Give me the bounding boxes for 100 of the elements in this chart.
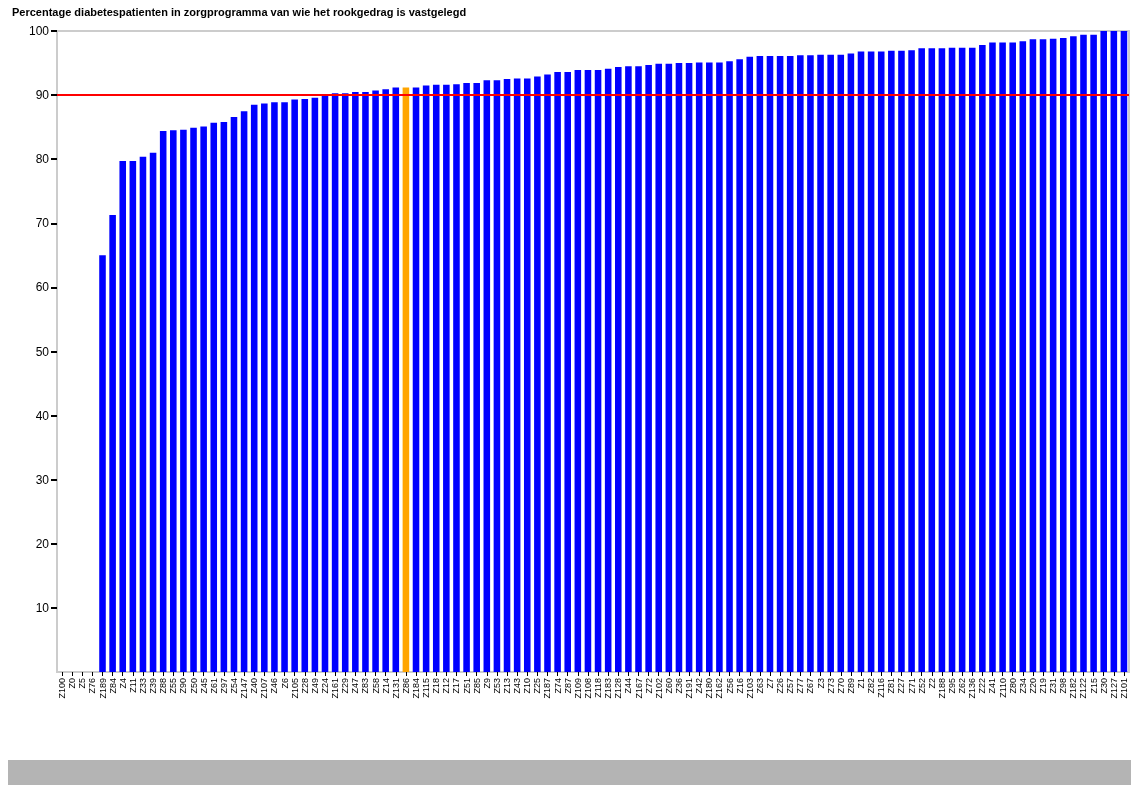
bar [544, 74, 551, 672]
bar [604, 68, 612, 672]
bar [928, 48, 936, 672]
bar [392, 87, 400, 672]
x-tick-label: Z62 [957, 678, 968, 694]
bar [362, 91, 369, 672]
x-tick-label: Z30 [1098, 678, 1109, 694]
x-tick-label: Z131 [390, 678, 401, 699]
bar [776, 56, 784, 672]
bar [341, 93, 349, 672]
bar [645, 64, 652, 672]
bar [210, 122, 218, 672]
x-tick-label: Z36 [673, 678, 684, 694]
x-tick-label: Z109 [572, 678, 583, 699]
x-tick-label: Z67 [805, 678, 816, 694]
bar [99, 255, 106, 672]
x-tick-label: Z81 [886, 678, 897, 694]
bar [119, 161, 127, 672]
bar [1029, 39, 1037, 672]
x-tick-label: Z105 [289, 678, 300, 699]
x-tick-label: Z6 [279, 678, 290, 689]
x-tick-label: Z4 [117, 678, 128, 689]
x-tick-label: Z188 [936, 678, 947, 699]
bar [503, 79, 511, 672]
x-tick-label: Z107 [259, 678, 270, 699]
bar [625, 66, 632, 672]
x-tick-label: Z60 [663, 678, 674, 694]
y-tick-label: 40 [35, 408, 50, 423]
bar [261, 103, 268, 672]
x-tick-label: Z87 [562, 678, 573, 694]
x-tick-label: Z58 [370, 678, 381, 694]
bar [706, 62, 713, 672]
x-tick-label: Z77 [795, 678, 806, 694]
bar [534, 76, 541, 672]
bar [908, 50, 915, 672]
bar [685, 63, 693, 672]
bar [827, 54, 834, 672]
bar [200, 126, 207, 672]
bar [271, 102, 278, 672]
bar [463, 82, 470, 672]
bar [807, 55, 814, 672]
x-tick-label: Z70 [835, 678, 846, 694]
bar [736, 59, 743, 672]
bar [109, 214, 116, 672]
x-tick-label: Z97 [218, 678, 229, 694]
bar [159, 131, 167, 672]
bar [797, 55, 804, 672]
x-tick-label: Z98 [1058, 678, 1069, 694]
x-tick-label: Z100 [57, 678, 68, 699]
bar [564, 72, 571, 672]
bar [665, 63, 673, 672]
x-tick-label: Z103 [744, 678, 755, 699]
bar [1019, 41, 1027, 672]
bar [301, 98, 309, 672]
bar [695, 62, 703, 672]
x-tick-label: Z26 [775, 678, 786, 694]
x-tick-label: Z74 [552, 678, 563, 694]
bar [786, 56, 794, 672]
x-tick-label: Z182 [1068, 678, 1079, 699]
x-tick-label: Z88 [158, 678, 169, 694]
y-tick-label: 100 [28, 24, 50, 38]
y-tick-label: 60 [35, 280, 50, 295]
x-tick-label: Z12 [441, 678, 452, 694]
bar [281, 102, 288, 672]
bar [766, 56, 774, 672]
bar [402, 87, 410, 672]
bar [523, 78, 531, 672]
bar [1090, 34, 1097, 672]
bar [655, 63, 663, 672]
bar [321, 95, 329, 672]
x-tick-label: Z22 [977, 678, 988, 694]
chart-title: Percentage diabetespatienten in zorgprogramma van wie het rookgedrag is vastgelegd [12, 6, 467, 18]
bar [716, 62, 723, 672]
bar [230, 116, 238, 672]
x-tick-label: Z82 [866, 678, 877, 694]
x-tick-label: Z41 [987, 678, 998, 694]
bar [948, 47, 956, 672]
x-tick-label: Z20 [1027, 678, 1038, 694]
bar [170, 130, 177, 672]
x-tick-label: Z42 [694, 678, 705, 694]
x-tick-label: Z183 [603, 678, 614, 699]
x-tick-label: Z61 [208, 678, 219, 694]
bar [331, 93, 339, 672]
bar [291, 99, 298, 672]
x-tick-label: Z16 [734, 678, 745, 694]
x-tick-label: Z89 [845, 678, 856, 694]
x-tick-label: Z40 [249, 678, 260, 694]
bar [1049, 38, 1057, 672]
x-tick-label: Z19 [1038, 678, 1049, 694]
x-tick-label: Z90 [178, 678, 189, 694]
x-tick-label: Z161 [330, 678, 341, 699]
x-tick-label: Z49 [309, 678, 320, 694]
x-tick-label: Z17 [451, 678, 462, 694]
bar [240, 111, 248, 672]
x-tick-label: Z53 [491, 678, 502, 694]
x-tick-label: Z127 [1108, 678, 1119, 699]
bar [726, 61, 733, 672]
x-tick-label: Z27 [896, 678, 907, 694]
x-tick-label: Z101 [1118, 678, 1129, 699]
x-tick-label: Z46 [269, 678, 280, 694]
